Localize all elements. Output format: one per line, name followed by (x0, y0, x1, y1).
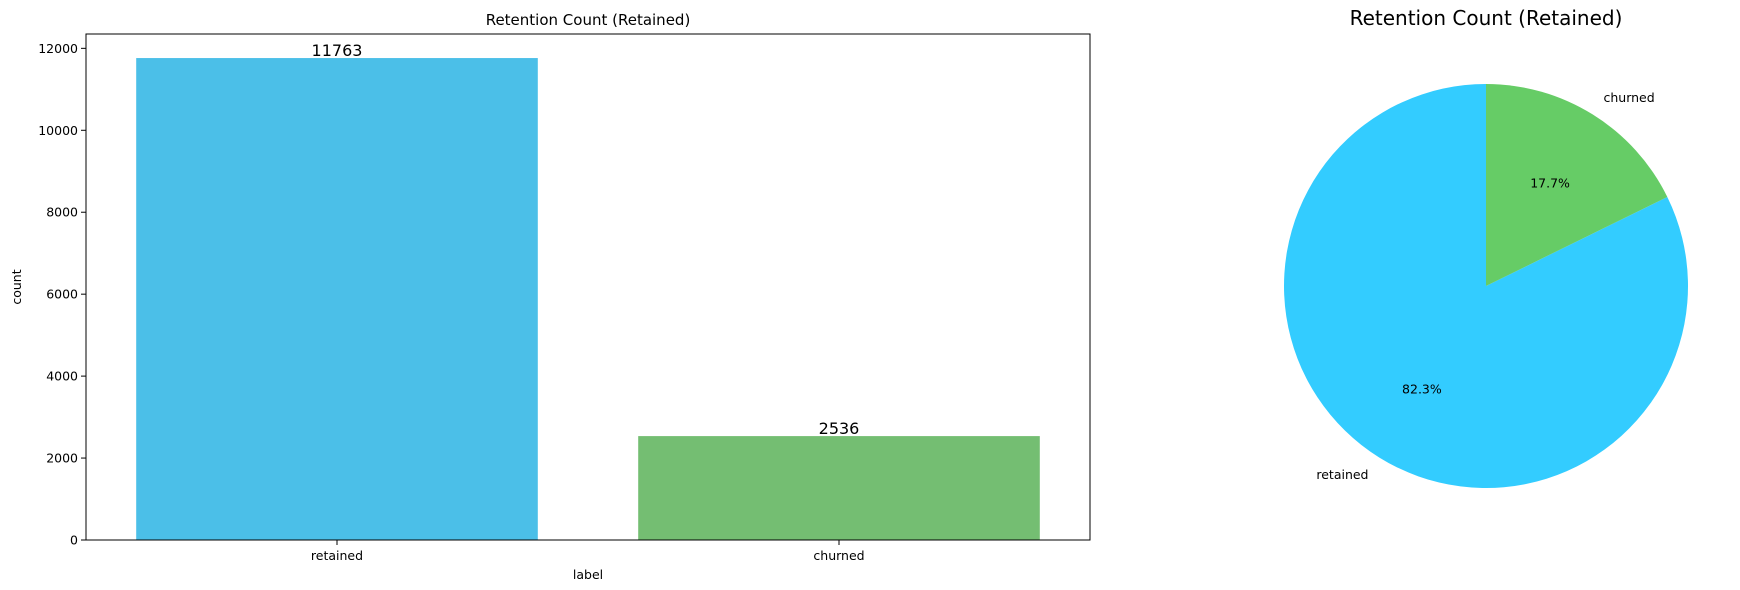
pie-plot-area: retained 82.3% churned 17.7% (1283, 84, 1688, 488)
y-axis-label: count (9, 269, 24, 304)
bar-retained (136, 58, 538, 541)
pie-chart: Retention Count (Retained) retained 82.3%… (1283, 6, 1688, 488)
x-axis-label: label (573, 567, 603, 582)
y-tick-label-10000: 10000 (38, 123, 78, 138)
y-tick-label-2000: 2000 (46, 451, 78, 466)
y-tick-label-4000: 4000 (46, 369, 78, 384)
pie-label-churned: churned (1603, 90, 1654, 105)
bar-plot-area: 11763 retained 2536 churned 0 2000 4000 6000 800… (38, 41, 1040, 563)
pie-slice-churned (1486, 84, 1668, 286)
bar-chart-title: Retention Count (Retained) (486, 11, 691, 29)
pie-pct-label-retained: 82.3% (1402, 381, 1442, 396)
bar-plot-frame (85, 33, 1091, 541)
y-tick-label-8000: 8000 (46, 205, 78, 220)
pie-slice-retained (1283, 84, 1688, 488)
bar-data-label-churned: 2536 (819, 419, 860, 438)
x-tick-label-churned: churned (813, 548, 864, 563)
y-tick-label-6000: 6000 (46, 287, 78, 302)
pie-pct-label-churned: 17.7% (1530, 176, 1570, 191)
bar-chart: Retention Count (Retained) 11763 retained… (9, 11, 1091, 582)
bar-churned (638, 436, 1040, 540)
y-tick-label-12000: 12000 (38, 41, 78, 56)
bar-data-label-retained: 11763 (312, 41, 363, 60)
x-tick-label-retained: retained (311, 548, 363, 563)
y-tick-label-0: 0 (70, 533, 78, 548)
pie-chart-title: Retention Count (Retained) (1350, 6, 1623, 30)
pie-label-retained: retained (1316, 467, 1368, 482)
